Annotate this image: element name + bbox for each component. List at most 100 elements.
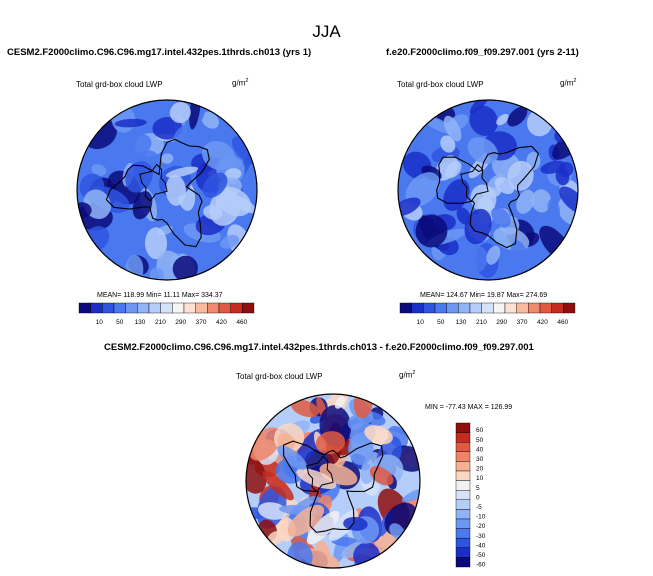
panel2-min: 19.87	[486, 292, 505, 299]
panel1-cell	[91, 164, 107, 176]
panel1-colorbar-swatch	[148, 302, 161, 314]
panel2-colorbar-swatch	[469, 302, 482, 314]
panel2-cell	[507, 106, 528, 127]
panel2-min-label: Min=	[469, 292, 486, 299]
panel1-cell	[161, 153, 174, 164]
panel2-cell	[470, 184, 497, 213]
panel3-coastline	[282, 440, 384, 533]
panel2-colorbar-swatch	[551, 302, 564, 314]
panel3-colorbar-tick-label: -20	[476, 523, 486, 530]
panel2-colorbar-swatch	[563, 302, 576, 314]
panel3-colorbar-swatch	[455, 538, 471, 549]
panel2-cell	[415, 214, 448, 248]
panel2-cell	[491, 206, 511, 228]
panel3-colorbar-tick-label: 40	[476, 446, 484, 453]
panel1-variable-label: Total grd-box cloud LWP	[76, 80, 163, 89]
panel2-title: f.e20.F2000climo.f09_f09.297.001 (yrs 2-…	[386, 47, 579, 58]
panel3-colorbar-swatch	[455, 432, 471, 443]
panel3-colorbar-swatch	[455, 509, 471, 520]
panel2-colorbar-swatch	[539, 302, 552, 314]
panel1-colorbar-swatch	[183, 302, 196, 314]
panel1-colorbar-swatch	[160, 302, 173, 314]
panel3-colorbar-tick-label: -5	[476, 504, 482, 511]
panel2-cell	[440, 135, 456, 153]
panel1-colorbar-swatch	[113, 302, 126, 314]
panel1-mean: 118.99	[123, 292, 145, 299]
panel1-cell	[169, 102, 191, 123]
panel2-colorbar-tick-label: 370	[517, 319, 528, 326]
panel1-colorbar-swatch	[195, 302, 208, 314]
panel2-cell	[496, 113, 509, 126]
panel3-cell	[347, 415, 364, 430]
panel2-colorbar-tick-label: 460	[557, 319, 568, 326]
panel3-colorbar-swatch	[455, 518, 471, 529]
panel2-cell	[516, 189, 535, 214]
panel2-cell	[559, 186, 578, 214]
panel2-cell	[465, 245, 488, 274]
panel2-colorbar-tick-label: 130	[456, 319, 467, 326]
panel1-coastline	[105, 138, 210, 248]
panel2-colorbar-tick-label: 290	[496, 319, 507, 326]
panel1-cell	[189, 100, 201, 130]
panel1-colorbar-swatch	[78, 302, 91, 314]
panel1-colorbar-tick-label: 420	[216, 319, 227, 326]
panel1-colorbar-tick-label: 10	[96, 319, 104, 326]
panel2-colorbar-swatch	[504, 302, 517, 314]
panel3-cell	[334, 396, 346, 409]
panel3-border	[245, 393, 421, 569]
panel3-cell	[306, 510, 340, 545]
panel2-mean-label: MEAN=	[420, 292, 445, 299]
panel1-colorbar-swatch	[125, 302, 138, 314]
panel2-max: 274.69	[525, 292, 548, 299]
panel3-colorbar-tick-label: -30	[476, 533, 486, 540]
panel1-cell	[227, 194, 257, 214]
panel2-cell	[494, 177, 515, 194]
panel2-colorbar-swatch	[516, 302, 529, 314]
panel1-field	[77, 100, 257, 280]
panel2-cell	[547, 198, 560, 221]
panel2-colorbar-swatch	[528, 302, 541, 314]
panel2-colorbar-swatch	[399, 302, 412, 314]
panel1-cell	[165, 166, 199, 178]
panel3-map	[245, 393, 421, 569]
panel2-colorbar-tick-label: 210	[476, 319, 487, 326]
panel3-colorbar-tick-label: -40	[476, 542, 486, 549]
panel2-colorbar-swatch	[423, 302, 436, 314]
panel2-cell	[469, 100, 492, 114]
panel1-max: 334.37	[201, 292, 223, 299]
panel2-colorbar-swatch	[493, 302, 506, 314]
panel2-colorbar-swatch	[481, 302, 494, 314]
panel2-max-label: Max=	[506, 292, 524, 299]
panel3-colorbar-tick-label: 10	[476, 475, 484, 482]
panel2-cell	[486, 245, 501, 265]
panel1-cell	[224, 168, 242, 181]
panel2-colorbar-swatch	[411, 302, 424, 314]
panel3-colorbar-tick-label: 20	[476, 466, 484, 473]
panel1-cell	[142, 100, 166, 115]
panel1-mean-label: MEAN=	[97, 292, 122, 299]
panel1-greenland-outline	[139, 163, 168, 202]
panel1-cell	[165, 174, 186, 206]
panel3-cell	[364, 425, 393, 445]
panel2-colorbar: 10 50 130 210 290 370 420 460	[399, 302, 576, 326]
panel3-colorbar-swatch	[455, 442, 471, 453]
panel3-cell	[246, 456, 267, 494]
panel2-units: g/m2	[560, 78, 577, 88]
panel1-colorbar-swatch	[172, 302, 185, 314]
panel1-colorbar-tick-label: 370	[196, 319, 207, 326]
panel3-title: CESM2.F2000climo.C96.C96.mg17.intel.432p…	[104, 342, 534, 353]
panel3-colorbar-tick-label: 0	[476, 494, 480, 501]
panel3-colorbar-tick-label: -50	[476, 552, 486, 559]
panel1-max-label: Max=	[181, 292, 200, 299]
panel1-cell	[120, 133, 152, 159]
panel3-cell	[262, 470, 294, 501]
panel3-cell	[343, 516, 368, 531]
panel2-stats: MEAN= 124.67 Min= 19.87 Max= 274.69	[420, 292, 547, 299]
panel3-colorbar-tick-label: 5	[476, 485, 480, 492]
panel3-colorbar-tick-label: -60	[476, 562, 486, 569]
panel3-cell	[287, 504, 325, 537]
panel2-colorbar-tick-label: 50	[437, 319, 445, 326]
panel1-cell	[123, 217, 134, 236]
panel3-minmax: MIN = -77.43 MAX = 126.99	[425, 404, 513, 411]
